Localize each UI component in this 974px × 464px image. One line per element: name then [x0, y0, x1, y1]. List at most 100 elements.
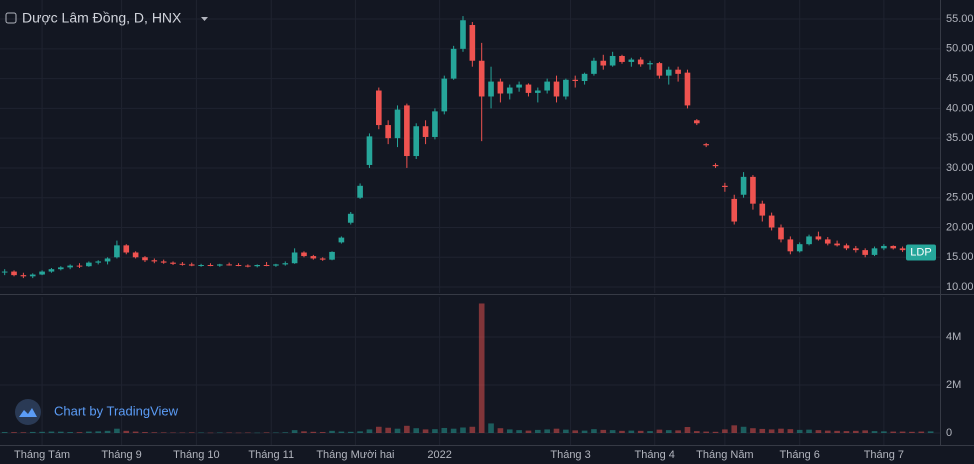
- candle-body: [665, 69, 672, 76]
- volume-bar: [216, 432, 223, 434]
- volume-bar: [740, 426, 747, 434]
- volume-bar: [86, 431, 92, 434]
- x-tick-label: Tháng 9: [101, 449, 141, 461]
- volume-bar: [385, 427, 391, 434]
- volume-bar: [824, 430, 831, 434]
- x-tick-label: Tháng Mười hai: [316, 449, 394, 461]
- candle-body: [862, 250, 868, 255]
- candle-body: [347, 213, 354, 223]
- dropdown-arrow[interactable]: [201, 17, 208, 21]
- volume-bar: [366, 429, 373, 434]
- volume-bar: [254, 432, 261, 434]
- candle-body: [647, 63, 653, 65]
- volume-bar: [338, 431, 345, 434]
- candle-body: [432, 111, 438, 137]
- volume-bar: [684, 427, 691, 434]
- volume-bar: [151, 432, 158, 434]
- y-tick-label: 50.00: [946, 43, 974, 55]
- chart-title[interactable]: Dược Lâm Đồng, D, HNX: [22, 10, 182, 26]
- candle-body: [57, 267, 64, 270]
- candle-body: [703, 144, 709, 146]
- volume-bar: [778, 428, 784, 434]
- candle-body: [722, 185, 728, 187]
- volume-bar: [553, 428, 560, 434]
- candle-body: [291, 252, 298, 264]
- volume-bar: [48, 431, 55, 434]
- volume-bar: [796, 429, 803, 434]
- volume-bar: [563, 429, 569, 434]
- candle-body: [170, 262, 176, 264]
- candle-body: [525, 84, 532, 93]
- candle-body: [740, 176, 747, 195]
- volume-bar: [198, 432, 204, 434]
- candle-body: [114, 245, 120, 258]
- volume-bar: [806, 429, 812, 434]
- candle-body: [497, 81, 504, 94]
- volume-bar: [142, 432, 148, 434]
- volume-bar: [450, 428, 457, 434]
- volume-bar: [871, 431, 878, 434]
- x-tick-label: 2022: [427, 449, 451, 461]
- marks: [1, 16, 934, 434]
- volume-bar: [291, 430, 298, 434]
- volume-bar: [918, 431, 925, 434]
- watermark[interactable]: Chart by TradingView: [54, 403, 179, 418]
- volume-bar: [506, 429, 513, 434]
- volume-bar: [525, 430, 532, 434]
- candle-body: [563, 79, 569, 97]
- volume-bar: [815, 430, 822, 434]
- candle-body: [151, 260, 158, 262]
- symbol-label: LDP: [910, 246, 931, 258]
- candle-body: [516, 84, 522, 88]
- volume-bar: [909, 431, 915, 434]
- candle-body: [684, 72, 691, 106]
- candle-body: [637, 59, 644, 65]
- candle-body: [254, 265, 261, 267]
- candle-body: [48, 269, 55, 272]
- volume-bar: [927, 431, 934, 434]
- candle-body: [824, 239, 831, 244]
- candle-body: [843, 245, 850, 249]
- volume-bar: [759, 428, 766, 434]
- candle-body: [422, 126, 429, 137]
- volume-bar: [282, 432, 289, 434]
- candle-body: [226, 264, 232, 266]
- volume-bar: [235, 432, 242, 434]
- y2-tick-label: 2M: [946, 379, 961, 391]
- volume-bar: [843, 431, 850, 434]
- volume-bar: [132, 431, 139, 434]
- volume-bar: [67, 432, 73, 434]
- candle-body: [301, 252, 307, 257]
- y-tick-label: 30.00: [946, 162, 974, 174]
- candle-body: [694, 120, 700, 124]
- volume-bar: [273, 432, 279, 434]
- volume-bar: [862, 430, 868, 434]
- volume-bar: [76, 432, 83, 434]
- candle-body: [216, 264, 223, 266]
- candle-body: [76, 265, 83, 267]
- volume-bar: [188, 432, 195, 434]
- candle-body: [899, 248, 906, 251]
- y-tick-label: 15.00: [946, 251, 974, 263]
- candle-body: [553, 81, 560, 97]
- volume-bar: [179, 432, 186, 434]
- volume-bar: [712, 431, 719, 434]
- candle-body: [441, 78, 448, 112]
- candle-body: [871, 248, 878, 255]
- candle-body: [609, 55, 616, 66]
- candle-body: [394, 109, 401, 139]
- candle-body: [544, 81, 550, 91]
- volume-bar: [722, 429, 728, 434]
- candle-body: [488, 81, 494, 97]
- candle-body: [460, 20, 466, 49]
- y-tick-label: 40.00: [946, 102, 974, 114]
- candle-body: [750, 176, 756, 204]
- symbol-icon[interactable]: [5, 12, 17, 24]
- candle-body: [188, 264, 195, 266]
- volume-bar: [413, 428, 420, 434]
- volume-bar: [347, 431, 354, 434]
- y-tick-label: 10.00: [946, 281, 974, 293]
- candle-body: [282, 263, 289, 265]
